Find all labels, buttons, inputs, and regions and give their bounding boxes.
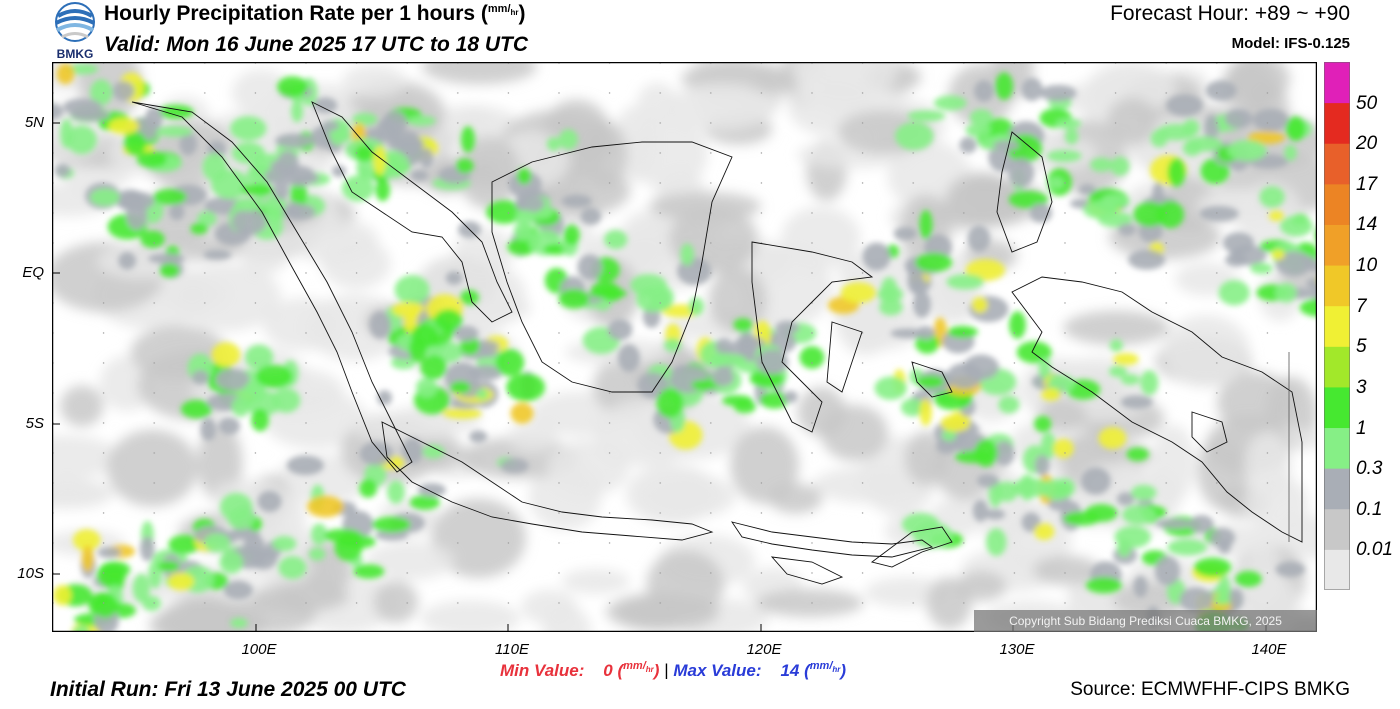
max-value: Max Value: 14 (mm/hr) bbox=[673, 660, 847, 680]
colorbar-label: 7 bbox=[1356, 295, 1367, 317]
colorbar-label: 50 bbox=[1356, 92, 1378, 114]
precipitation-map[interactable] bbox=[52, 62, 1317, 632]
bmkg-logo: BMKG bbox=[50, 2, 100, 61]
colorbar-swatch bbox=[1324, 549, 1350, 590]
model-name: Model: IFS-0.125 bbox=[1231, 35, 1350, 52]
copyright-notice: Copyright Sub Bidang Prediksi Cuaca BMKG… bbox=[974, 610, 1317, 632]
coastline-shape bbox=[770, 556, 844, 585]
colorbar-swatch bbox=[1324, 346, 1350, 388]
colorbar-swatch bbox=[1324, 143, 1350, 185]
colorbar-swatch bbox=[1324, 305, 1350, 347]
colorbar-swatch bbox=[1324, 386, 1350, 429]
colorbar-label: 10 bbox=[1356, 255, 1378, 277]
lon-label-110e: 110E bbox=[495, 641, 529, 658]
colorbar-label: 0.1 bbox=[1356, 498, 1383, 520]
source: Source: ECMWFHF-CIPS BMKG bbox=[1070, 679, 1350, 700]
separator: | bbox=[664, 660, 669, 680]
coastline-shape bbox=[826, 321, 863, 393]
coastline-shape bbox=[1011, 276, 1303, 543]
lat-label-5s: 5S bbox=[25, 415, 44, 432]
coastline-shape bbox=[911, 361, 953, 398]
lat-lon-grid bbox=[52, 62, 1317, 632]
colorbar-label: 0.3 bbox=[1356, 458, 1383, 480]
valid-time: Valid: Mon 16 June 2025 17 UTC to 18 UTC bbox=[104, 33, 528, 56]
colorbar-label: 3 bbox=[1356, 376, 1367, 398]
coastline-shape bbox=[311, 101, 513, 323]
min-value: Min Value: 0 (mm/hr) bbox=[500, 660, 660, 680]
logo-text: BMKG bbox=[57, 47, 94, 60]
coastline-shape bbox=[131, 101, 413, 473]
min-max-values: Min Value: 0 (mm/hr) | Max Value: 14 (mm… bbox=[500, 660, 846, 681]
coastline-shape bbox=[381, 421, 714, 541]
lon-label-100e: 100E bbox=[241, 641, 277, 658]
lon-label-120e: 120E bbox=[746, 641, 782, 658]
colorbar-label: 1 bbox=[1356, 417, 1367, 439]
initial-run: Initial Run: Fri 13 June 2025 00 UTC bbox=[50, 678, 406, 701]
colorbar-swatch bbox=[1324, 508, 1350, 550]
forecast-hour: Forecast Hour: +89 ~ +90 bbox=[1110, 2, 1350, 25]
title-unit: mm/hr bbox=[487, 3, 519, 18]
colorbar-swatch bbox=[1324, 265, 1350, 307]
colorbar-label: 14 bbox=[1356, 214, 1378, 236]
title-text: Hourly Precipitation Rate per 1 hours ( bbox=[104, 2, 488, 25]
colorbar bbox=[1324, 62, 1350, 590]
lat-label-5n: 5N bbox=[24, 114, 44, 131]
coastline-shape bbox=[870, 526, 953, 568]
colorbar-swatch bbox=[1324, 183, 1350, 225]
colorbar-swatch bbox=[1324, 224, 1350, 266]
lon-label-140e: 140E bbox=[1251, 641, 1287, 658]
coastline-shape bbox=[1191, 411, 1228, 453]
colorbar-label: 20 bbox=[1356, 133, 1378, 155]
coastline-shape bbox=[751, 241, 874, 433]
colorbar-swatch bbox=[1324, 102, 1350, 144]
coastline-shape bbox=[730, 521, 934, 558]
colorbar-label: 17 bbox=[1356, 173, 1378, 195]
colorbar-swatch bbox=[1324, 427, 1350, 469]
coastlines bbox=[131, 101, 1303, 585]
coastline-shape bbox=[996, 131, 1053, 253]
coastline-shape bbox=[491, 141, 733, 393]
colorbar-swatch bbox=[1324, 62, 1350, 104]
lon-label-130e: 130E bbox=[999, 641, 1035, 658]
colorbar-swatch bbox=[1324, 468, 1350, 510]
colorbar-label: 5 bbox=[1356, 336, 1367, 358]
lat-label-10s: 10S bbox=[17, 565, 44, 582]
lat-label-eq: EQ bbox=[22, 264, 44, 281]
colorbar-label: 0.01 bbox=[1356, 539, 1393, 561]
chart-title: Hourly Precipitation Rate per 1 hours (m… bbox=[104, 2, 526, 25]
